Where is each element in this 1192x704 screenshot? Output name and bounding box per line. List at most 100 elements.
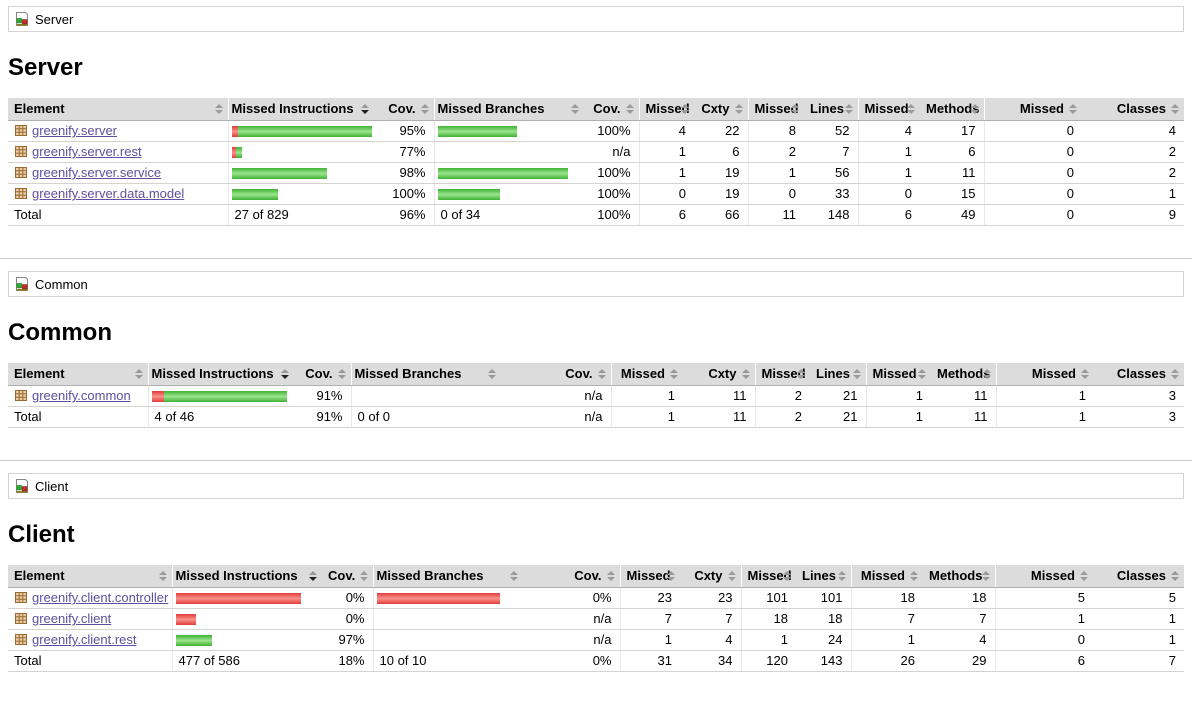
branches-bar-cell xyxy=(372,608,523,630)
branches-coverage-bar xyxy=(437,188,583,200)
sort-icon xyxy=(982,369,991,379)
cell-value: 18 xyxy=(740,608,796,630)
bar-missed-segment xyxy=(231,125,239,137)
column-header-methods[interactable]: Methods xyxy=(931,363,996,386)
total-cell-value: 21 xyxy=(810,406,866,428)
total-missed-branches: 0 of 0 xyxy=(350,406,501,428)
column-header-label: Element xyxy=(14,101,65,116)
column-header-label: Classes xyxy=(1116,366,1166,381)
column-header-cov-[interactable]: Cov. xyxy=(322,565,373,588)
instructions-coverage-value: 0% xyxy=(322,587,373,609)
cell-value: 5 xyxy=(994,587,1093,609)
column-header-lines[interactable]: Lines xyxy=(804,98,858,121)
column-header-missed[interactable]: Missed xyxy=(865,363,931,386)
column-header-methods[interactable]: Methods xyxy=(923,565,995,588)
package-link[interactable]: greenify.common xyxy=(32,388,131,403)
column-header-missed-instructions[interactable]: Missed Instructions xyxy=(171,565,322,588)
sort-icon xyxy=(670,369,678,379)
package-link[interactable]: greenify.server xyxy=(32,123,118,138)
column-header-label: Cxty xyxy=(701,101,730,116)
column-header-missed-instructions[interactable]: Missed Instructions xyxy=(147,363,294,386)
cell-value: 2 xyxy=(1082,162,1184,184)
column-header-cov-[interactable]: Cov. xyxy=(523,565,620,588)
column-header-label: Cov. xyxy=(305,366,333,381)
column-header-cov-[interactable]: Cov. xyxy=(374,98,434,121)
column-header-classes[interactable]: Classes xyxy=(1093,565,1184,588)
column-header-cxty[interactable]: Cxty xyxy=(683,363,755,386)
column-header-classes[interactable]: Classes xyxy=(1094,363,1184,386)
column-header-label: Missed Instructions xyxy=(231,101,354,116)
column-header-missed[interactable]: Missed xyxy=(754,363,810,386)
package-link[interactable]: greenify.server.data.model xyxy=(32,186,185,201)
column-header-missed[interactable]: Missed xyxy=(994,565,1093,588)
column-header-element[interactable]: Element xyxy=(8,565,172,588)
branches-coverage-bar xyxy=(438,147,583,158)
page-title: Common xyxy=(8,319,112,346)
package-link[interactable]: greenify.client xyxy=(32,611,112,626)
column-header-missed[interactable]: Missed xyxy=(983,98,1082,121)
total-cell-value: 31 xyxy=(619,650,680,672)
column-header-missed-instructions[interactable]: Missed Instructions xyxy=(227,98,374,121)
bar-covered-segment xyxy=(238,125,372,137)
sort-icon xyxy=(1080,571,1088,581)
sort-icon xyxy=(359,571,368,581)
coverage-table: Element Missed Instructions Cov. Missed Bra… xyxy=(8,363,1184,428)
branches-coverage-bar xyxy=(437,125,583,137)
instructions-coverage-value: 98% xyxy=(374,162,434,184)
column-header-cov-[interactable]: Cov. xyxy=(294,363,351,386)
column-header-missed-branches[interactable]: Missed Branches xyxy=(433,98,584,121)
column-header-element[interactable]: Element xyxy=(8,363,148,386)
cell-value: 15 xyxy=(920,183,984,205)
column-header-cov-[interactable]: Cov. xyxy=(501,363,611,386)
package-link[interactable]: greenify.server.rest xyxy=(32,144,142,159)
package-link[interactable]: greenify.client.controller xyxy=(32,590,169,605)
column-header-label: Missed Instructions xyxy=(175,568,298,583)
total-cell-value: 49 xyxy=(920,204,984,226)
sort-icon xyxy=(158,571,167,581)
cell-value: 11 xyxy=(683,385,755,407)
column-header-element[interactable]: Element xyxy=(8,98,228,121)
column-header-missed[interactable]: Missed xyxy=(610,363,683,386)
sort-icon xyxy=(907,104,915,114)
total-row: Total 4 of 46 91% 0 of 0 n/a 1 11 2 21 1 11 1 3 xyxy=(8,406,1184,428)
total-missed-branches: 10 of 10 xyxy=(372,650,523,672)
column-header-lines[interactable]: Lines xyxy=(810,363,866,386)
column-header-missed[interactable]: Missed xyxy=(638,98,694,121)
column-header-missed-branches[interactable]: Missed Branches xyxy=(372,565,523,588)
cell-value: 0 xyxy=(983,183,1082,205)
breadcrumb-label: Common xyxy=(35,276,88,292)
cell-value: 1 xyxy=(850,629,923,651)
column-header-label: Missed xyxy=(761,366,806,381)
page-title: Client xyxy=(8,521,75,548)
column-header-missed[interactable]: Missed xyxy=(740,565,796,588)
package-icon xyxy=(14,632,28,646)
column-header-cov-[interactable]: Cov. xyxy=(584,98,639,121)
column-header-classes[interactable]: Classes xyxy=(1082,98,1184,121)
column-header-lines[interactable]: Lines xyxy=(796,565,851,588)
column-header-cxty[interactable]: Cxty xyxy=(680,565,741,588)
cell-value: 1 xyxy=(638,141,694,163)
sort-icon xyxy=(309,571,317,581)
cell-value: 101 xyxy=(740,587,796,609)
total-branches-coverage: n/a xyxy=(501,406,611,428)
package-link[interactable]: greenify.client.rest xyxy=(32,632,137,647)
column-header-methods[interactable]: Methods xyxy=(920,98,984,121)
column-header-cxty[interactable]: Cxty xyxy=(694,98,748,121)
cell-value: 0 xyxy=(994,629,1093,651)
column-header-missed-branches[interactable]: Missed Branches xyxy=(350,363,501,386)
sort-icon xyxy=(1069,104,1077,114)
instructions-bar-cell xyxy=(227,141,374,163)
column-header-label: Lines xyxy=(810,101,844,116)
branches-bar-cell xyxy=(433,120,584,142)
column-header-missed[interactable]: Missed xyxy=(747,98,804,121)
column-header-missed[interactable]: Missed xyxy=(995,363,1094,386)
instructions-coverage-value: 95% xyxy=(374,120,434,142)
column-header-missed[interactable]: Missed xyxy=(857,98,920,121)
instructions-bar-cell xyxy=(227,162,374,184)
package-link[interactable]: greenify.server.service xyxy=(32,165,162,180)
column-header-missed[interactable]: Missed xyxy=(619,565,680,588)
total-cell-value: 29 xyxy=(923,650,995,672)
sort-icon xyxy=(625,104,634,114)
cell-value: 0 xyxy=(747,183,804,205)
column-header-missed[interactable]: Missed xyxy=(850,565,923,588)
